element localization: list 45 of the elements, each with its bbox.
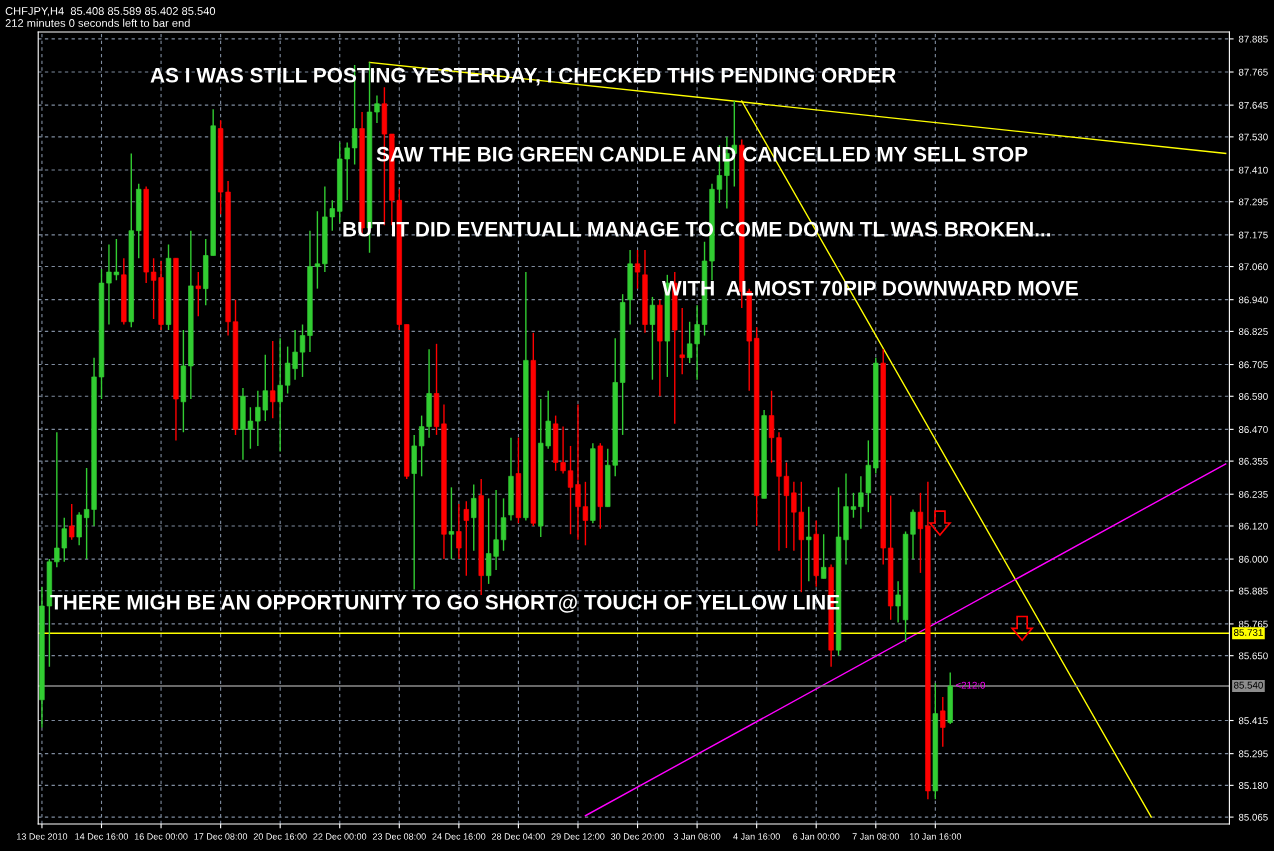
y-tick-label: 87.885 bbox=[1238, 35, 1268, 43]
y-tick-label: 85.180 bbox=[1238, 782, 1268, 789]
x-tick-label: 30 Dec 20:00 bbox=[611, 833, 665, 840]
y-tick-label: 86.825 bbox=[1238, 328, 1268, 336]
x-tick-label: 23 Dec 08:00 bbox=[372, 833, 426, 840]
x-tick-label: 10 Jan 16:00 bbox=[909, 833, 962, 840]
x-tick-label: 28 Dec 04:00 bbox=[492, 833, 545, 840]
y-tick-label: 87.060 bbox=[1238, 263, 1268, 271]
y-tick-label: 87.530 bbox=[1238, 133, 1268, 141]
x-tick-label: 13 Dec 2010 bbox=[17, 833, 68, 840]
chart-title: CHFJPY,H4 85.408 85.589 85.402 85.540 bbox=[5, 7, 216, 17]
ref-line-label: 85.540 bbox=[1234, 681, 1263, 689]
y-tick-label: 86.940 bbox=[1238, 296, 1268, 304]
annotation: <212:0 bbox=[955, 681, 986, 689]
y-tick-label: 85.295 bbox=[1238, 750, 1268, 758]
y-tick-label: 87.645 bbox=[1238, 101, 1268, 109]
y-tick-label: 86.120 bbox=[1238, 522, 1268, 530]
x-tick-label: 24 Dec 16:00 bbox=[432, 833, 486, 840]
y-tick-label: 86.705 bbox=[1238, 361, 1268, 369]
x-tick-label: 20 Dec 16:00 bbox=[253, 833, 307, 840]
chart-subtitle: 212 minutes 0 seconds left to bar end bbox=[5, 18, 190, 27]
y-tick-label: 86.355 bbox=[1238, 457, 1268, 465]
y-tick-label: 86.590 bbox=[1238, 393, 1268, 400]
y-tick-label: 85.885 bbox=[1238, 587, 1268, 595]
y-tick-label: 85.065 bbox=[1238, 813, 1268, 821]
x-tick-label: 22 Dec 00:00 bbox=[313, 833, 367, 840]
y-tick-label: 87.410 bbox=[1238, 166, 1268, 174]
y-tick-label: 85.765 bbox=[1238, 620, 1268, 628]
y-tick-label: 87.295 bbox=[1238, 198, 1268, 206]
y-tick-label: 86.235 bbox=[1238, 490, 1268, 498]
ref-line-label: 85.731 bbox=[1234, 629, 1263, 636]
y-tick-label: 85.415 bbox=[1238, 717, 1268, 725]
y-tick-label: 85.650 bbox=[1238, 652, 1268, 660]
x-tick-label: 17 Dec 08:00 bbox=[194, 833, 248, 840]
y-tick-label: 87.765 bbox=[1238, 68, 1268, 76]
x-tick-label: 29 Dec 12:00 bbox=[551, 833, 605, 840]
x-tick-label: 4 Jan 16:00 bbox=[733, 833, 780, 840]
x-tick-label: 6 Jan 00:00 bbox=[793, 833, 840, 840]
y-tick-label: 86.000 bbox=[1238, 555, 1268, 563]
x-tick-label: 3 Jan 08:00 bbox=[673, 833, 721, 840]
x-tick-label: 7 Jan 08:00 bbox=[852, 833, 900, 840]
y-tick-label: 87.175 bbox=[1238, 231, 1268, 239]
y-tick-label: 86.470 bbox=[1238, 426, 1268, 433]
x-tick-label: 16 Dec 00:00 bbox=[134, 833, 188, 840]
x-tick-label: 14 Dec 16:00 bbox=[75, 833, 128, 840]
